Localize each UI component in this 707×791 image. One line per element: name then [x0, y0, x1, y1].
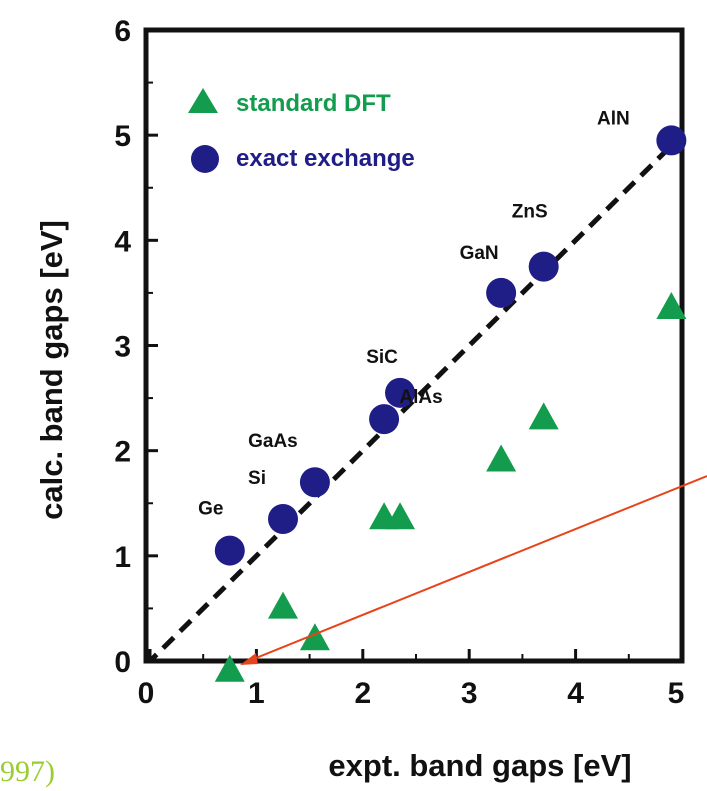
legend-exx-label: exact exchange: [236, 145, 415, 172]
dft-triangle-point: [268, 591, 298, 619]
markers: [214, 125, 687, 682]
y-tick-label: 1: [114, 541, 131, 574]
point-label-aln: AlN: [597, 108, 630, 129]
diagonal-line: [146, 133, 682, 661]
dft-triangle-point: [528, 402, 559, 430]
axis-ticks: 0 1 2 3 4 5 0 1 2 3 4 5 6: [114, 15, 684, 710]
legend-dft-label: standard DFT: [236, 90, 391, 117]
dft-triangle-point: [656, 291, 687, 319]
legend-dft-marker: [188, 88, 218, 113]
exx-circle-point: [528, 251, 559, 282]
point-label-alas: AlAs: [399, 387, 442, 408]
y-tick-label: 2: [114, 436, 131, 469]
y-tick-label: 6: [114, 15, 131, 48]
dft-triangle-point: [299, 623, 330, 651]
exx-circle-point: [486, 277, 517, 308]
x-axis-title: expt. band gaps [eV]: [328, 748, 631, 783]
y-tick-label: 5: [114, 120, 131, 153]
y-tick-label: 4: [114, 225, 131, 258]
point-label-ge: Ge: [198, 499, 223, 520]
cropped-text-fragment: 997): [0, 755, 55, 788]
dft-triangle-point: [486, 444, 517, 472]
y-tick-label: 3: [114, 331, 131, 364]
annotation-arrow: [245, 475, 707, 663]
y-tick-label: 0: [114, 646, 131, 679]
x-tick-label: 5: [668, 677, 685, 710]
point-label-zns: ZnS: [512, 202, 548, 223]
point-label-sic: SiC: [366, 347, 398, 368]
x-tick-label: 1: [248, 677, 265, 710]
exx-circle-point: [299, 467, 330, 498]
exx-circle-point: [268, 504, 298, 535]
dft-triangle-point: [214, 654, 245, 682]
annotation-arrowhead: [240, 653, 258, 665]
legend-exx-marker: [191, 145, 219, 173]
point-label-si: Si: [248, 468, 266, 489]
dft-triangle-point: [385, 502, 416, 530]
exx-circle-point: [385, 377, 416, 408]
x-tick-label: 0: [138, 677, 155, 710]
x-tick-label: 4: [567, 677, 584, 710]
diagonal-layer: [146, 133, 682, 661]
x-tick-label: 2: [354, 677, 371, 710]
exx-circle-point: [214, 535, 245, 566]
legend: standard DFT exact exchange: [188, 88, 415, 173]
exx-circle-point: [656, 125, 687, 156]
point-label-gan: GaN: [460, 243, 499, 264]
x-tick-label: 3: [461, 677, 478, 710]
point-label-gaas: GaAs: [248, 431, 298, 452]
y-axis-title: calc. band gaps [eV]: [34, 220, 69, 520]
exx-circle-point: [369, 404, 400, 435]
